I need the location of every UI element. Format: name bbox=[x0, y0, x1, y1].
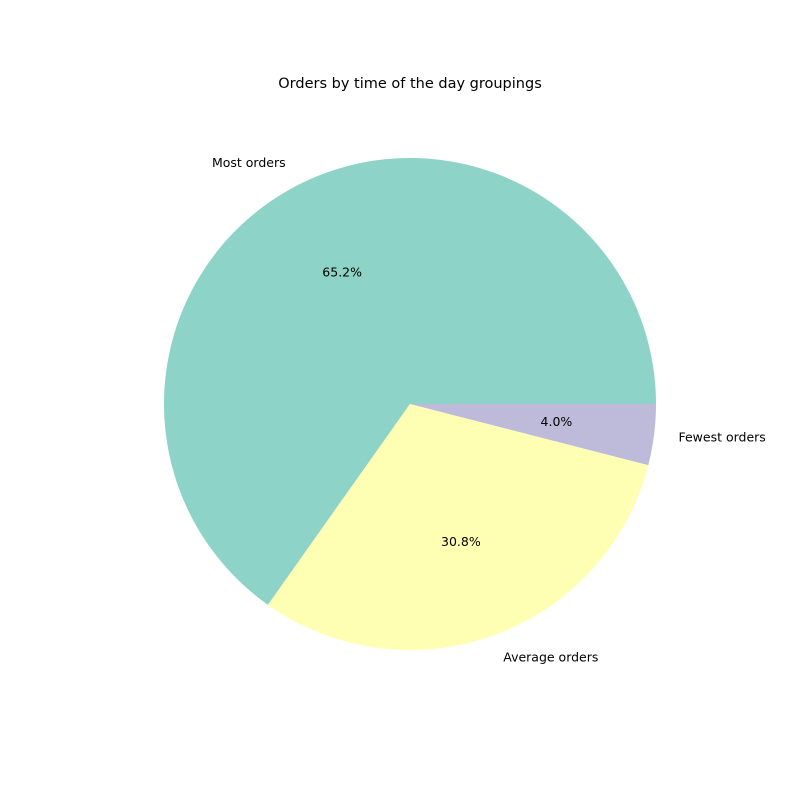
slice-label-fewest-orders: Fewest orders bbox=[678, 429, 765, 444]
slice-percent-fewest-orders: 4.0% bbox=[541, 414, 573, 429]
pie-slice-most-orders bbox=[163, 157, 657, 605]
pie-labels: Most orders 65.2% Average orders 30.8% Fewes… bbox=[212, 155, 766, 664]
pie-slices bbox=[163, 157, 657, 651]
slice-percent-average-orders: 30.8% bbox=[441, 534, 481, 549]
chart-title: Orders by time of the day groupings bbox=[278, 76, 542, 92]
slice-label-average-orders: Average orders bbox=[503, 650, 598, 665]
slice-percent-most-orders: 65.2% bbox=[322, 264, 362, 279]
slice-label-most-orders: Most orders bbox=[212, 155, 286, 170]
pie-slice-average-orders bbox=[267, 404, 649, 651]
pie-slice-fewest-orders bbox=[410, 404, 656, 466]
